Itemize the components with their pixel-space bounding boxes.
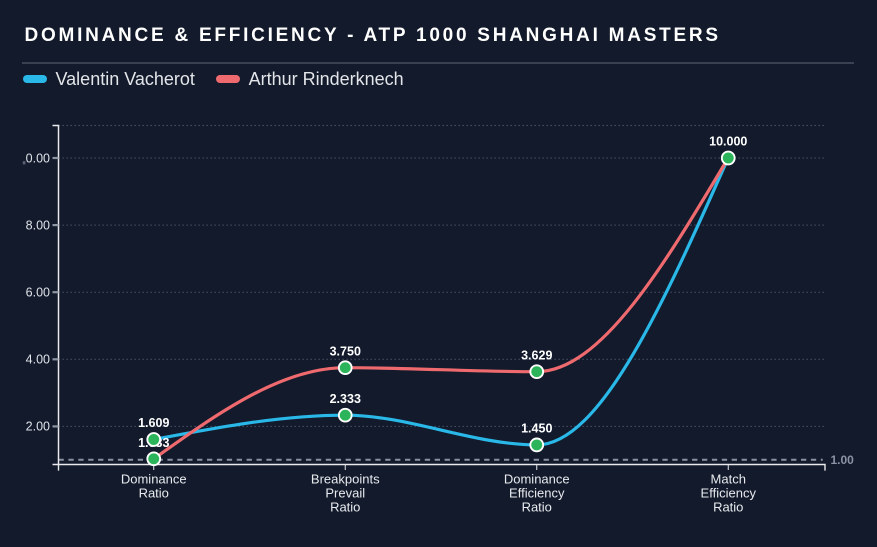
- svg-text:Ratio: Ratio: [139, 486, 169, 501]
- svg-text:2.333: 2.333: [330, 392, 361, 406]
- svg-text:4.00: 4.00: [26, 353, 50, 367]
- svg-text:2.00: 2.00: [26, 420, 50, 434]
- svg-text:1.00: 1.00: [831, 453, 855, 467]
- svg-text:Ratio: Ratio: [522, 500, 552, 515]
- svg-text:1.609: 1.609: [138, 416, 169, 430]
- svg-text:3.750: 3.750: [330, 344, 361, 358]
- svg-text:Ratio: Ratio: [713, 500, 743, 515]
- svg-text:Efficiency: Efficiency: [509, 486, 565, 501]
- svg-text:Dominance: Dominance: [504, 472, 570, 487]
- svg-text:Prevail: Prevail: [325, 486, 365, 501]
- svg-text:10.000: 10.000: [709, 135, 747, 149]
- svg-text:Efficiency: Efficiency: [701, 486, 757, 501]
- svg-text:Dominance: Dominance: [121, 472, 187, 487]
- svg-text:6.00: 6.00: [26, 286, 50, 300]
- svg-text:Match: Match: [711, 472, 746, 487]
- svg-text:1.450: 1.450: [521, 422, 552, 436]
- svg-text:8.00: 8.00: [26, 218, 50, 232]
- svg-text:3.629: 3.629: [521, 348, 552, 362]
- svg-text:Breakpoints: Breakpoints: [311, 472, 380, 487]
- svg-text:10.00: 10.00: [19, 151, 50, 165]
- svg-text:Ratio: Ratio: [330, 500, 360, 515]
